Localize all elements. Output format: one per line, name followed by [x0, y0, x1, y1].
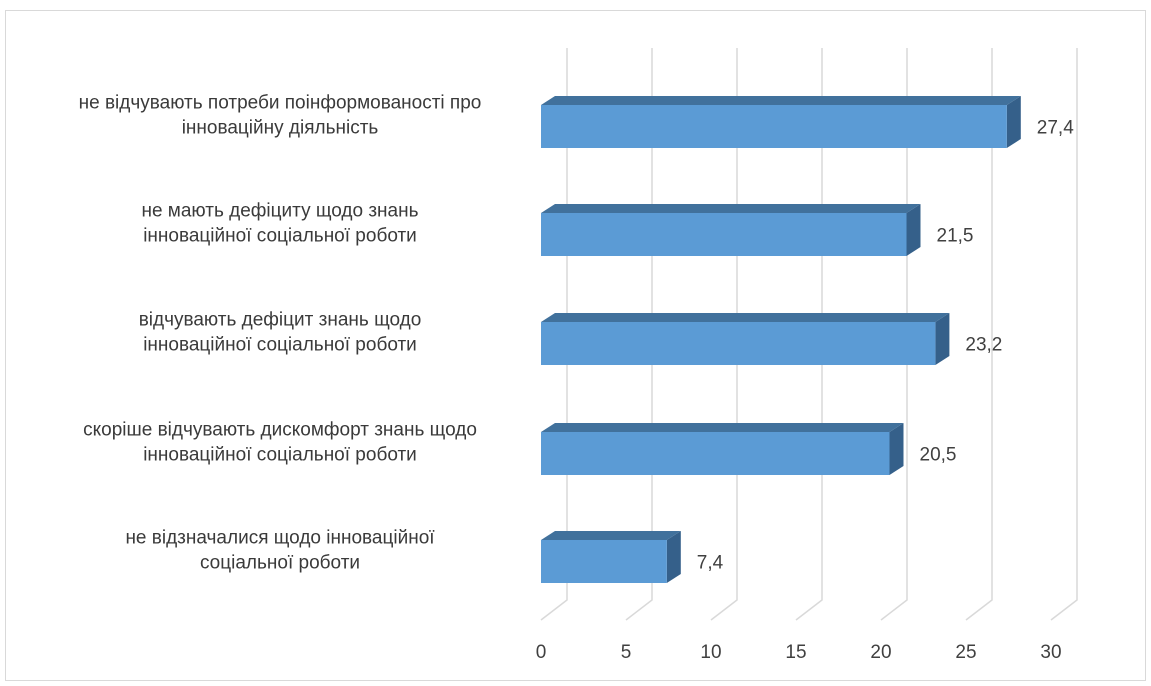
category-label: не відчувають потреби поінформованості п… [79, 93, 482, 114]
category-label: не відзначалися щодо інноваційної [125, 528, 435, 549]
bar-top [541, 313, 950, 322]
data-label: 27,4 [1037, 118, 1074, 139]
x-tick-label: 0 [536, 642, 547, 663]
bar-top [541, 96, 1021, 105]
bar-top [541, 423, 904, 432]
x-tick-label: 30 [1040, 642, 1061, 663]
data-label: 21,5 [937, 226, 974, 247]
x-axis-ticks: 0 5 10 15 20 25 30 [536, 642, 1062, 663]
category-label: інноваційної соціальної роботи [143, 445, 417, 466]
bar-side [1006, 96, 1021, 148]
x-tick-label: 10 [700, 642, 721, 663]
x-tick-label: 25 [955, 642, 976, 663]
category-label: інноваційну діяльність [182, 118, 379, 139]
bar [541, 213, 907, 256]
category-label: не мають дефіциту щодо знань [141, 201, 418, 222]
data-label: 20,5 [920, 445, 957, 466]
x-tick-label: 15 [785, 642, 806, 663]
value-labels: 27,4 21,5 23,2 20,5 7,4 [697, 118, 1074, 574]
bar [541, 432, 890, 475]
chart-area [5, 10, 1146, 681]
bar-side [935, 313, 950, 365]
bar-side [906, 204, 921, 256]
data-label: 23,2 [965, 335, 1002, 356]
category-labels: не відчувають потреби поінформованості п… [79, 93, 482, 574]
bar [541, 105, 1007, 148]
category-label: соціальної роботи [200, 553, 360, 574]
category-label: інноваційної соціальної роботи [143, 335, 417, 356]
bar-top [541, 204, 921, 213]
bar [541, 322, 936, 365]
category-label: відчувають дефіцит знань щодо [139, 310, 422, 331]
category-label: скоріше відчувають дискомфорт знань щодо [83, 420, 477, 441]
bar-side [889, 423, 904, 475]
bars [541, 96, 1021, 583]
gridline [965, 48, 993, 621]
bar-top [541, 531, 681, 540]
data-label: 7,4 [697, 553, 724, 574]
gridline [1050, 48, 1078, 621]
x-tick-label: 20 [870, 642, 891, 663]
bar [541, 540, 667, 583]
category-label: інноваційної соціальної роботи [143, 226, 417, 247]
x-tick-label: 5 [621, 642, 632, 663]
bar-side [666, 531, 681, 583]
